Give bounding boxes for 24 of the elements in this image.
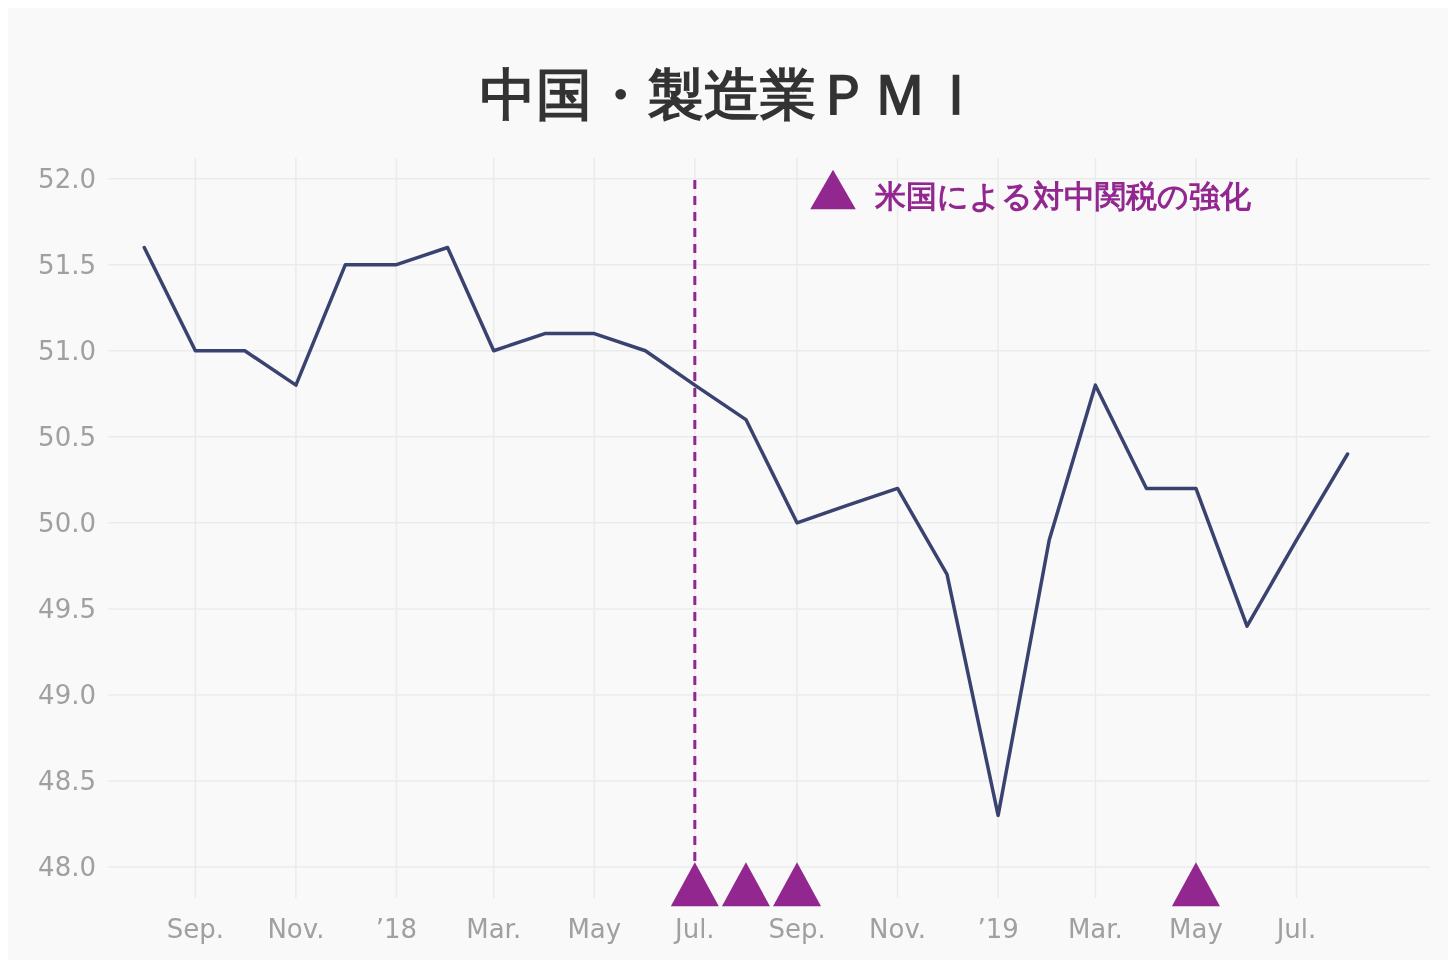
x-tick-label: Mar. <box>466 914 522 944</box>
y-tick-label: 51.5 <box>38 249 96 280</box>
x-tick-label: May <box>1169 914 1223 944</box>
x-tick-label: ’19 <box>977 914 1019 944</box>
x-tick-label: Nov. <box>869 914 927 944</box>
x-tick-label: Jul. <box>673 914 715 944</box>
x-tick-label: Sep. <box>768 914 826 944</box>
y-tick-label: 50.0 <box>38 507 96 538</box>
x-tick-label: ’18 <box>375 914 418 944</box>
y-tick-label: 50.5 <box>38 421 96 452</box>
y-tick-label: 49.5 <box>38 593 96 624</box>
y-tick-label: 52.0 <box>38 163 96 194</box>
x-tick-label: Sep. <box>166 914 224 944</box>
line-series <box>142 245 1350 818</box>
x-tick-label: Jul. <box>1274 914 1317 944</box>
x-tick-label: Nov. <box>267 914 325 944</box>
y-tick-label: 51.0 <box>38 335 96 366</box>
x-tick-label: Mar. <box>1067 914 1123 944</box>
x-tick-label: May <box>567 914 622 944</box>
legend-label: 米国による対中関税の強化 <box>874 177 1252 214</box>
y-tick-label: 49.0 <box>38 680 96 711</box>
y-tick-label: 48.0 <box>38 852 96 883</box>
chart-title: 中国・製造業ＰＭＩ <box>480 62 984 127</box>
y-tick-label: 48.5 <box>38 766 96 797</box>
